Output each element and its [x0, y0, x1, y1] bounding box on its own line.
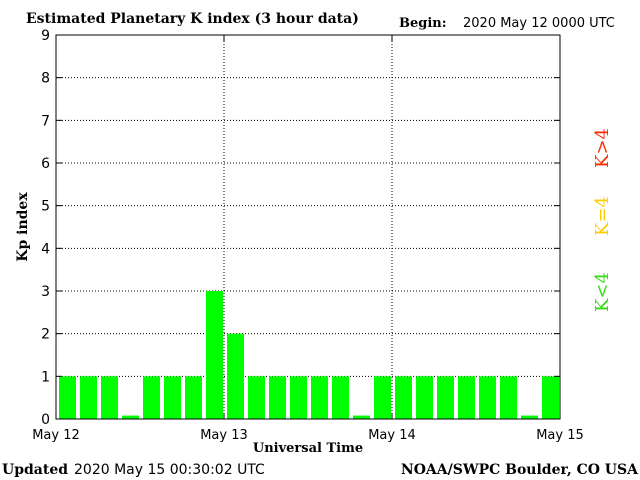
- kp-bar: [122, 415, 139, 419]
- kp-bar: [248, 376, 265, 419]
- kp-bar: [227, 333, 244, 419]
- y-tick-label: 7: [41, 113, 50, 129]
- y-tick-label: 2: [41, 327, 50, 343]
- x-axis: May 12 May 13 May 14 May 15: [32, 35, 584, 443]
- kp-bar: [395, 376, 412, 419]
- y-tick-label: 5: [41, 199, 50, 215]
- kp-bar: [80, 376, 97, 419]
- kp-bar: [353, 415, 370, 419]
- x-axis-label: Universal Time: [253, 441, 363, 456]
- y-tick-label: 8: [41, 71, 50, 87]
- kp-bar: [437, 376, 454, 419]
- kp-bar: [332, 376, 349, 419]
- kp-bar: [458, 376, 475, 419]
- kp-bar: [521, 415, 538, 419]
- kp-bar: [143, 376, 160, 419]
- kp-bar: [59, 376, 76, 419]
- kp-bar: [206, 291, 223, 419]
- kp-bar: [290, 376, 307, 419]
- updated-label: Updated: [2, 462, 68, 478]
- kp-bar: [500, 376, 517, 419]
- grid-layer: [56, 35, 560, 419]
- kp-bar: [311, 376, 328, 419]
- y-tick-label: 0: [41, 412, 50, 428]
- x-tick-label: May 14: [368, 428, 416, 443]
- y-axis: 0 1 2 3 4 5 6 7 8 9: [41, 28, 560, 428]
- kp-bar: [374, 376, 391, 419]
- kp-bar: [101, 376, 118, 419]
- y-axis-label: Kp index: [15, 192, 31, 262]
- y-tick-label: 6: [41, 156, 50, 172]
- legend-high: K>4: [592, 128, 613, 168]
- kp-bar: [542, 376, 559, 419]
- legend-mid: K=4: [592, 196, 613, 236]
- kp-bar: [185, 376, 202, 419]
- credit-text: NOAA/SWPC Boulder, CO USA: [401, 462, 639, 478]
- begin-label: Begin:: [399, 16, 447, 31]
- bars-layer: [59, 291, 559, 419]
- x-tick-label: May 13: [200, 428, 248, 443]
- y-tick-label: 1: [41, 369, 50, 385]
- y-tick-label: 3: [41, 284, 50, 300]
- y-tick-label: 9: [41, 28, 50, 44]
- kp-bar: [479, 376, 496, 419]
- kp-bar: [416, 376, 433, 419]
- legend-low: K<4: [592, 272, 613, 312]
- kp-bar: [164, 376, 181, 419]
- chart-title: Estimated Planetary K index (3 hour data…: [26, 11, 359, 27]
- y-tick-label: 4: [41, 241, 50, 257]
- updated-value: 2020 May 15 00:30:02 UTC: [74, 462, 265, 478]
- plot-frame: [55, 34, 561, 420]
- begin-value: 2020 May 12 0000 UTC: [463, 16, 615, 31]
- kp-bar: [269, 376, 286, 419]
- x-tick-label: May 15: [536, 428, 584, 443]
- x-tick-label: May 12: [32, 428, 80, 443]
